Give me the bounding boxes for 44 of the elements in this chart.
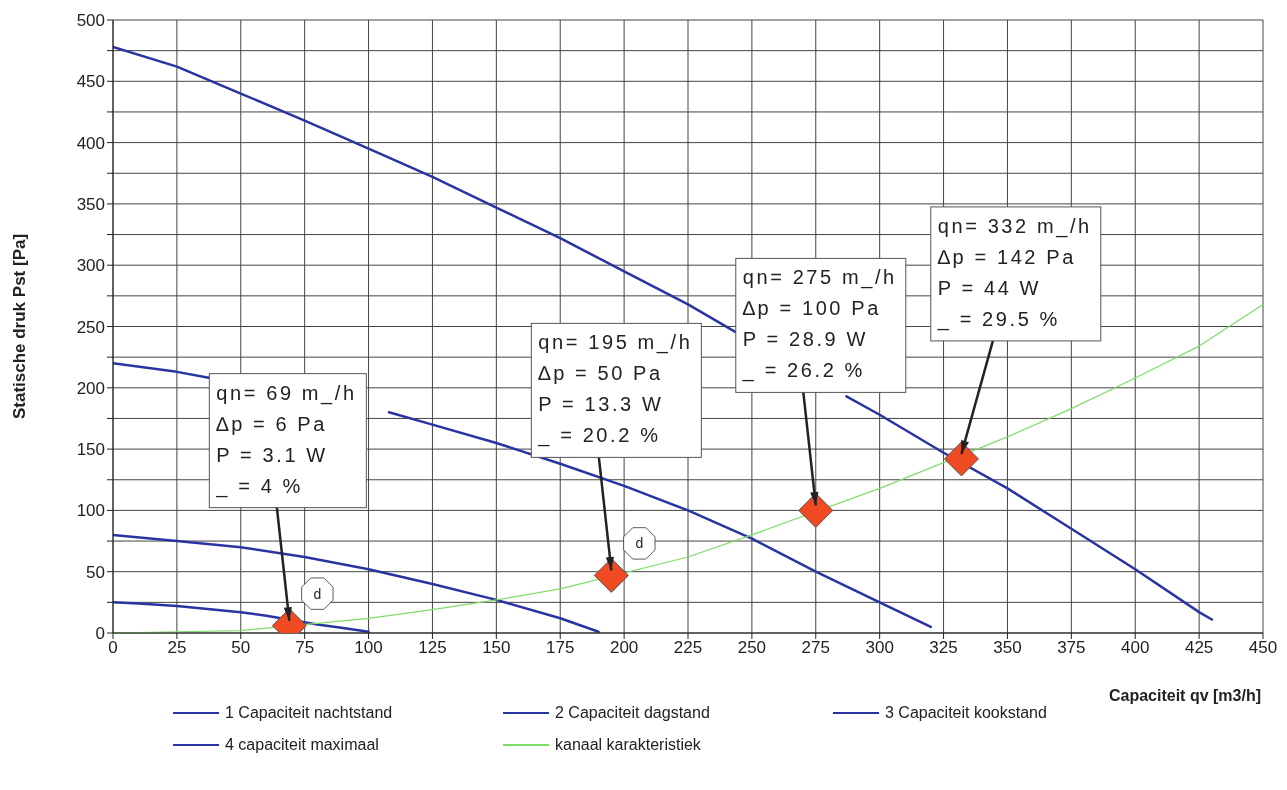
y-tick-label: 500 bbox=[76, 11, 105, 31]
x-tick-label: 375 bbox=[1057, 638, 1086, 658]
legend-label: 4 capaciteit maximaal bbox=[225, 736, 379, 754]
x-tick-label: 300 bbox=[865, 638, 894, 658]
annotation: qn= 275 m_/h ∆p = 100 Pa P = 28.9 W _ = 26.2 % bbox=[741, 266, 897, 383]
legend-label: 2 Capaciteit dagstand bbox=[555, 704, 710, 722]
y-tick-label: 50 bbox=[86, 562, 105, 582]
x-tick-label: 450 bbox=[1248, 638, 1278, 658]
x-tick-label: 125 bbox=[418, 638, 447, 658]
y-tick-label: 0 bbox=[95, 624, 105, 644]
x-tick-label: 150 bbox=[482, 638, 511, 658]
x-tick-label: 25 bbox=[167, 638, 187, 658]
x-tick-label: 225 bbox=[673, 638, 703, 658]
annotation: qn= 195 m_/h ∆p = 50 Pa P = 13.3 W _ = 20.2 % bbox=[537, 331, 693, 448]
x-tick-label: 0 bbox=[108, 638, 118, 658]
y-tick-label: 350 bbox=[76, 194, 105, 214]
annotation: d bbox=[313, 585, 322, 602]
x-tick-label: 100 bbox=[354, 638, 383, 658]
x-tick-label: 400 bbox=[1121, 638, 1150, 658]
x-tick-label: 275 bbox=[801, 638, 830, 658]
y-tick-label: 400 bbox=[76, 133, 105, 153]
annotation: qn= 69 m_/h ∆p = 6 Pa P = 3.1 W _ = 4 % bbox=[215, 381, 357, 498]
y-tick-label: 300 bbox=[76, 256, 105, 276]
annotation: qn= 332 m_/h ∆p = 142 Pa P = 44 W _ = 29.5 % bbox=[936, 214, 1092, 331]
x-tick-label: 350 bbox=[993, 638, 1022, 658]
x-tick-label: 325 bbox=[929, 638, 958, 658]
legend-label: 3 Capaciteit kookstand bbox=[885, 704, 1047, 722]
x-axis-title: Capaciteit qv [m3/h] bbox=[1108, 687, 1261, 704]
line-series bbox=[113, 533, 600, 633]
y-tick-label: 450 bbox=[76, 72, 105, 92]
annotation: d bbox=[635, 535, 644, 552]
x-tick-label: 50 bbox=[231, 638, 251, 658]
x-tick-label: 75 bbox=[295, 638, 315, 658]
x-tick-label: 250 bbox=[737, 638, 767, 658]
y-axis-title: Statische druk Pst [Pa] bbox=[10, 233, 30, 420]
x-tick-label: 425 bbox=[1184, 638, 1214, 658]
y-tick-label: 100 bbox=[76, 501, 105, 521]
x-tick-label: 200 bbox=[609, 638, 639, 658]
y-tick-label: 200 bbox=[76, 378, 105, 398]
legend-label: kanaal karakteristiek bbox=[555, 736, 701, 754]
x-tick-label: 175 bbox=[546, 638, 575, 658]
y-tick-label: 250 bbox=[76, 317, 105, 337]
y-tick-label: 150 bbox=[76, 440, 105, 460]
legend-label: 1 Capaciteit nachtstand bbox=[225, 704, 393, 722]
